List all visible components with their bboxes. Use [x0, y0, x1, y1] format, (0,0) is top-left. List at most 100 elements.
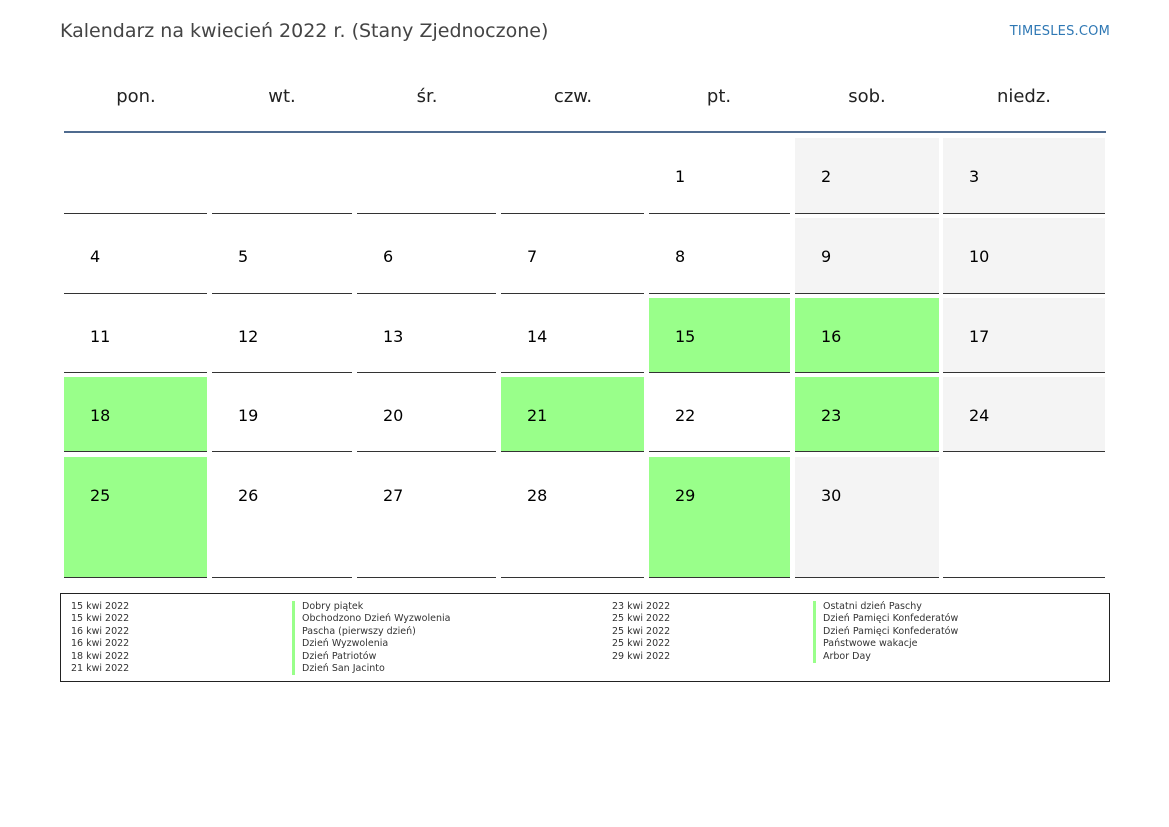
- day-cell[interactable]: 10: [943, 218, 1105, 294]
- day-cell[interactable]: 25: [64, 457, 207, 578]
- day-number: 28: [527, 486, 548, 505]
- day-number: 7: [527, 247, 538, 266]
- legend-date: 16 kwi 2022: [71, 638, 130, 650]
- legend-holiday-name: Dzień Pamięci Konfederatów: [813, 613, 958, 626]
- day-cell[interactable]: [501, 138, 644, 214]
- day-cell[interactable]: [64, 138, 207, 214]
- legend-holiday-name: Dzień Patriotów: [292, 650, 450, 663]
- weekday-label: czw.: [553, 86, 593, 107]
- day-number: 30: [821, 486, 842, 505]
- day-cell[interactable]: 20: [357, 377, 496, 452]
- legend-right-names: Ostatni dzień Paschy Dzień Pamięci Konfed…: [813, 601, 958, 663]
- header-divider: [64, 131, 1106, 133]
- day-cell[interactable]: 27: [357, 457, 496, 578]
- holiday-legend: 15 kwi 2022 15 kwi 2022 16 kwi 2022 16 kwi …: [60, 593, 1110, 682]
- day-number: 5: [238, 247, 249, 266]
- legend-date: 15 kwi 2022: [71, 601, 130, 612]
- day-number: 15: [675, 327, 696, 346]
- day-cell[interactable]: 12: [212, 298, 352, 373]
- weekday-header-row: pon. wt. śr. czw. pt. sob. niedz.: [0, 86, 1169, 112]
- day-cell[interactable]: 1: [649, 138, 790, 214]
- day-number: 13: [383, 327, 404, 346]
- day-number: 12: [238, 327, 259, 346]
- day-number: 3: [969, 167, 980, 186]
- day-cell[interactable]: 30: [795, 457, 939, 578]
- day-cell[interactable]: 24: [943, 377, 1105, 452]
- day-number: 9: [821, 247, 832, 266]
- day-cell[interactable]: 2: [795, 138, 939, 214]
- day-number: 23: [821, 406, 842, 425]
- day-cell[interactable]: 22: [649, 377, 790, 452]
- legend-date: 25 kwi 2022: [612, 625, 671, 637]
- day-number: 8: [675, 247, 686, 266]
- legend-date: 16 kwi 2022: [71, 625, 130, 637]
- day-number: 26: [238, 486, 259, 505]
- legend-holiday-name: Pascha (pierwszy dzień): [292, 625, 450, 639]
- day-cell[interactable]: 15: [649, 298, 790, 373]
- day-cell[interactable]: 29: [649, 457, 790, 578]
- legend-date: 25 kwi 2022: [612, 638, 671, 650]
- day-number: 10: [969, 247, 990, 266]
- day-cell[interactable]: [212, 138, 352, 214]
- weekday-label: śr.: [416, 86, 438, 107]
- day-number: 14: [527, 327, 548, 346]
- day-cell[interactable]: 26: [212, 457, 352, 578]
- day-cell[interactable]: 17: [943, 298, 1105, 373]
- page-title: Kalendarz na kwiecień 2022 r. (Stany Zje…: [60, 20, 549, 42]
- day-cell[interactable]: 8: [649, 218, 790, 294]
- legend-holiday-name: Obchodzono Dzień Wyzwolenia: [292, 613, 450, 626]
- legend-holiday-name: Dzień Wyzwolenia: [292, 638, 450, 651]
- legend-holiday-name: Ostatni dzień Paschy: [813, 601, 958, 614]
- legend-holiday-name: Dzień San Jacinto: [292, 662, 450, 676]
- day-number: 27: [383, 486, 404, 505]
- day-cell[interactable]: 7: [501, 218, 644, 294]
- day-number: 19: [238, 406, 259, 425]
- day-number: 17: [969, 327, 990, 346]
- brand-logo-text[interactable]: TIMESLES.COM: [1009, 24, 1110, 39]
- day-number: 16: [821, 327, 842, 346]
- day-cell[interactable]: 18: [64, 377, 207, 452]
- legend-date: 21 kwi 2022: [71, 662, 130, 674]
- day-cell[interactable]: 19: [212, 377, 352, 452]
- legend-date: 29 kwi 2022: [612, 650, 671, 662]
- legend-date: 23 kwi 2022: [612, 601, 671, 612]
- day-cell[interactable]: [943, 457, 1105, 578]
- day-cell[interactable]: 21: [501, 377, 644, 452]
- day-cell[interactable]: 11: [64, 298, 207, 373]
- day-number: 11: [90, 327, 111, 346]
- day-cell[interactable]: 6: [357, 218, 496, 294]
- day-number: 4: [90, 247, 101, 266]
- day-number: 20: [383, 406, 404, 425]
- day-number: 6: [383, 247, 394, 266]
- day-cell[interactable]: 3: [943, 138, 1105, 214]
- legend-right-dates: 23 kwi 2022 25 kwi 2022 25 kwi 2022 25 kwi …: [612, 601, 670, 663]
- day-number: 22: [675, 406, 696, 425]
- day-number: 1: [675, 167, 686, 186]
- legend-holiday-name: Arbor Day: [813, 650, 958, 663]
- weekday-label: wt.: [268, 86, 296, 107]
- day-cell[interactable]: 4: [64, 218, 207, 294]
- legend-holiday-name: Dzień Pamięci Konfederatów: [813, 625, 958, 639]
- day-number: 2: [821, 167, 832, 186]
- legend-holiday-name: Państwowe wakacje: [813, 638, 958, 651]
- day-cell[interactable]: 9: [795, 218, 939, 294]
- day-number: 21: [527, 406, 548, 425]
- day-cell[interactable]: 16: [795, 298, 939, 373]
- legend-date: 18 kwi 2022: [71, 650, 130, 662]
- legend-holiday-name: Dobry piątek: [292, 601, 450, 614]
- weekday-label: niedz.: [996, 86, 1052, 107]
- day-number: 24: [969, 406, 990, 425]
- legend-left-names: Dobry piątek Obchodzono Dzień Wyzwolenia P…: [292, 601, 450, 676]
- weekday-label: sob.: [848, 86, 886, 107]
- day-cell[interactable]: 14: [501, 298, 644, 373]
- weekday-label: pon.: [116, 86, 156, 107]
- legend-date: 15 kwi 2022: [71, 613, 130, 625]
- day-cell[interactable]: 13: [357, 298, 496, 373]
- day-cell[interactable]: 23: [795, 377, 939, 452]
- day-cell[interactable]: [357, 138, 496, 214]
- day-number: 18: [90, 406, 111, 425]
- day-cell[interactable]: 5: [212, 218, 352, 294]
- legend-date: 25 kwi 2022: [612, 613, 671, 625]
- legend-left-dates: 15 kwi 2022 15 kwi 2022 16 kwi 2022 16 kwi …: [71, 601, 129, 675]
- day-cell[interactable]: 28: [501, 457, 644, 578]
